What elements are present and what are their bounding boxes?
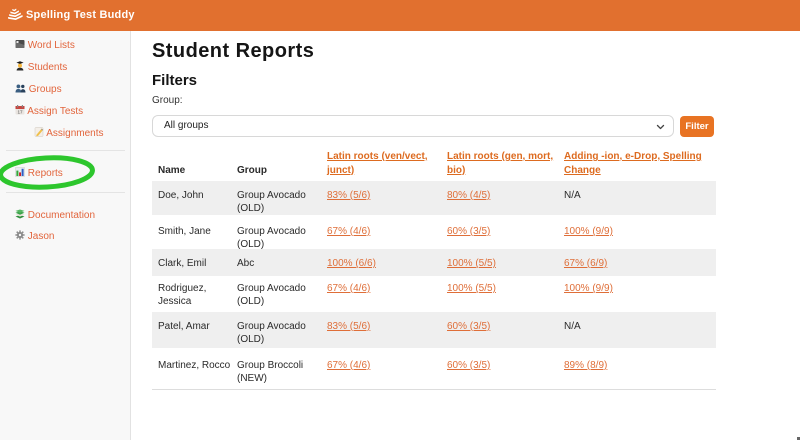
svg-text:17: 17 — [17, 110, 23, 115]
